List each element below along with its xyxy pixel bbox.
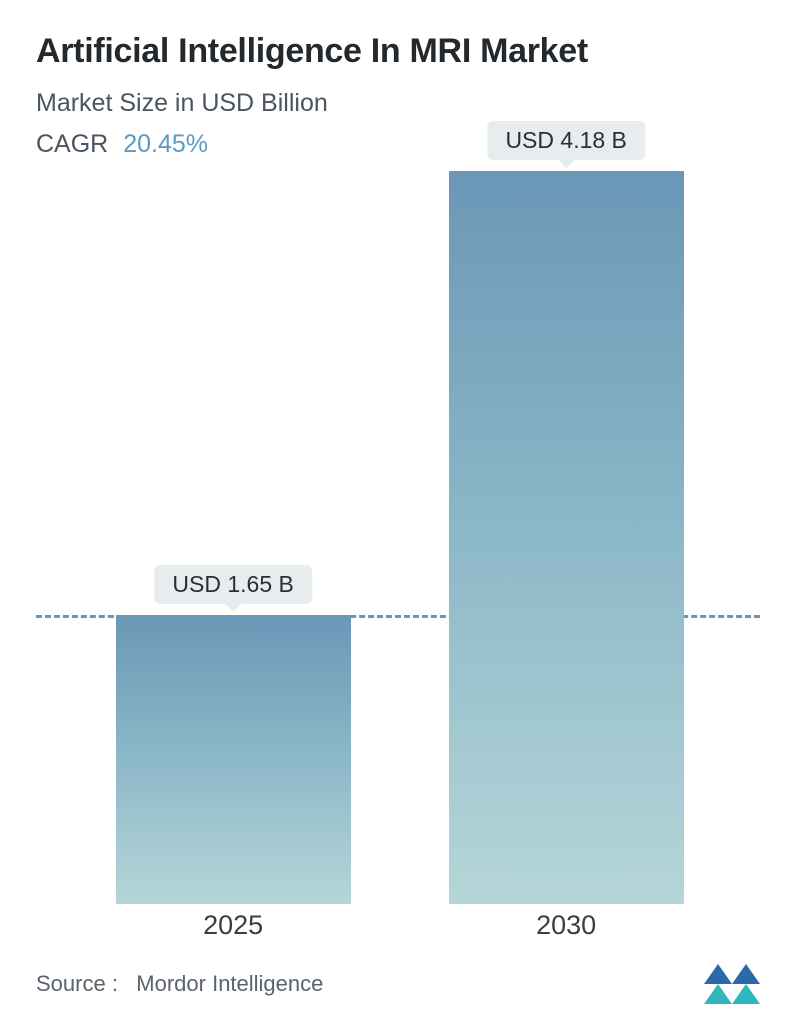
chart-card: Artificial Intelligence In MRI Market Ma…	[0, 0, 796, 1034]
bar-2025: USD 1.65 B	[116, 615, 351, 904]
x-axis: 2025 2030	[36, 904, 760, 954]
source-prefix: Source :	[36, 971, 118, 996]
source-name: Mordor Intelligence	[136, 971, 323, 996]
source-attribution: Source : Mordor Intelligence	[36, 971, 323, 997]
cagr-prefix: CAGR	[36, 130, 108, 158]
bar-value-label: USD 4.18 B	[487, 121, 644, 160]
x-label-2025: 2025	[203, 910, 263, 941]
chart-title: Artificial Intelligence In MRI Market	[36, 32, 760, 71]
footer: Source : Mordor Intelligence	[36, 962, 760, 1006]
cagr-value: 20.45%	[123, 130, 208, 158]
plot: USD 1.65 B USD 4.18 B	[36, 171, 760, 904]
chart-subtitle: Market Size in USD Billion	[36, 89, 760, 118]
mordor-logo-icon	[704, 964, 760, 1004]
bar-2030: USD 4.18 B	[449, 171, 684, 904]
x-label-2030: 2030	[536, 910, 596, 941]
bar-fill	[116, 615, 351, 904]
bar-value-label: USD 1.65 B	[154, 565, 311, 604]
bar-fill	[449, 171, 684, 904]
cagr-line: CAGR 20.45%	[36, 130, 760, 159]
chart-area: USD 1.65 B USD 4.18 B 2025 2030	[36, 171, 760, 954]
